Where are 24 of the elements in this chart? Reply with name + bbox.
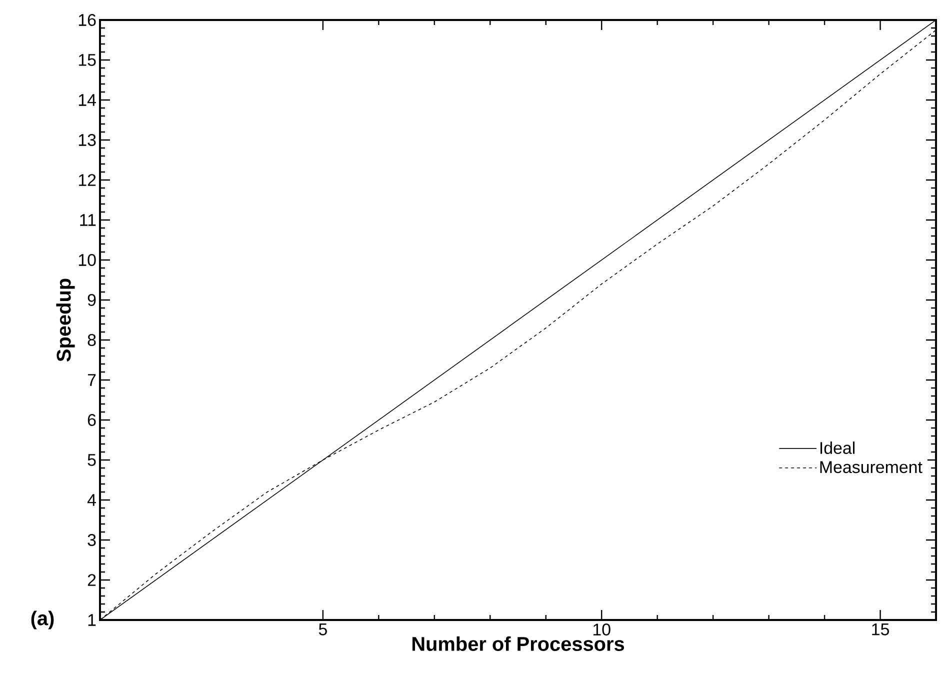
y-tick-label: 4: [87, 494, 96, 506]
y-tick-label: 7: [88, 374, 96, 386]
x-tick-label: 10: [593, 624, 610, 636]
x-axis-title: Number of Processors: [412, 636, 624, 651]
x-tick-label: 5: [318, 624, 327, 636]
y-tick-label: 1: [88, 614, 96, 626]
y-tick-label: 5: [88, 454, 96, 466]
y-tick-label: 15: [78, 54, 96, 66]
y-tick-label: 10: [78, 254, 96, 266]
y-tick-label: 11: [80, 214, 96, 226]
y-tick-label: 14: [78, 94, 96, 106]
x-tick-label: 15: [872, 624, 889, 636]
legend-label: Measurement: [820, 461, 922, 474]
y-tick-label: 13: [78, 134, 96, 146]
text: (a): [31, 610, 54, 630]
y-axis-title: Speedup: [56, 278, 75, 362]
y-tick-label: 6: [88, 414, 96, 426]
y-tick-label: 9: [88, 294, 96, 306]
legend-label: Ideal: [820, 442, 855, 454]
y-tick-label: 8: [88, 334, 96, 346]
y-tick-label: 12: [78, 174, 96, 186]
y-tick-label: 3: [88, 534, 96, 546]
y-tick-label: 2: [88, 574, 96, 586]
y-tick-label: 16: [78, 14, 96, 26]
